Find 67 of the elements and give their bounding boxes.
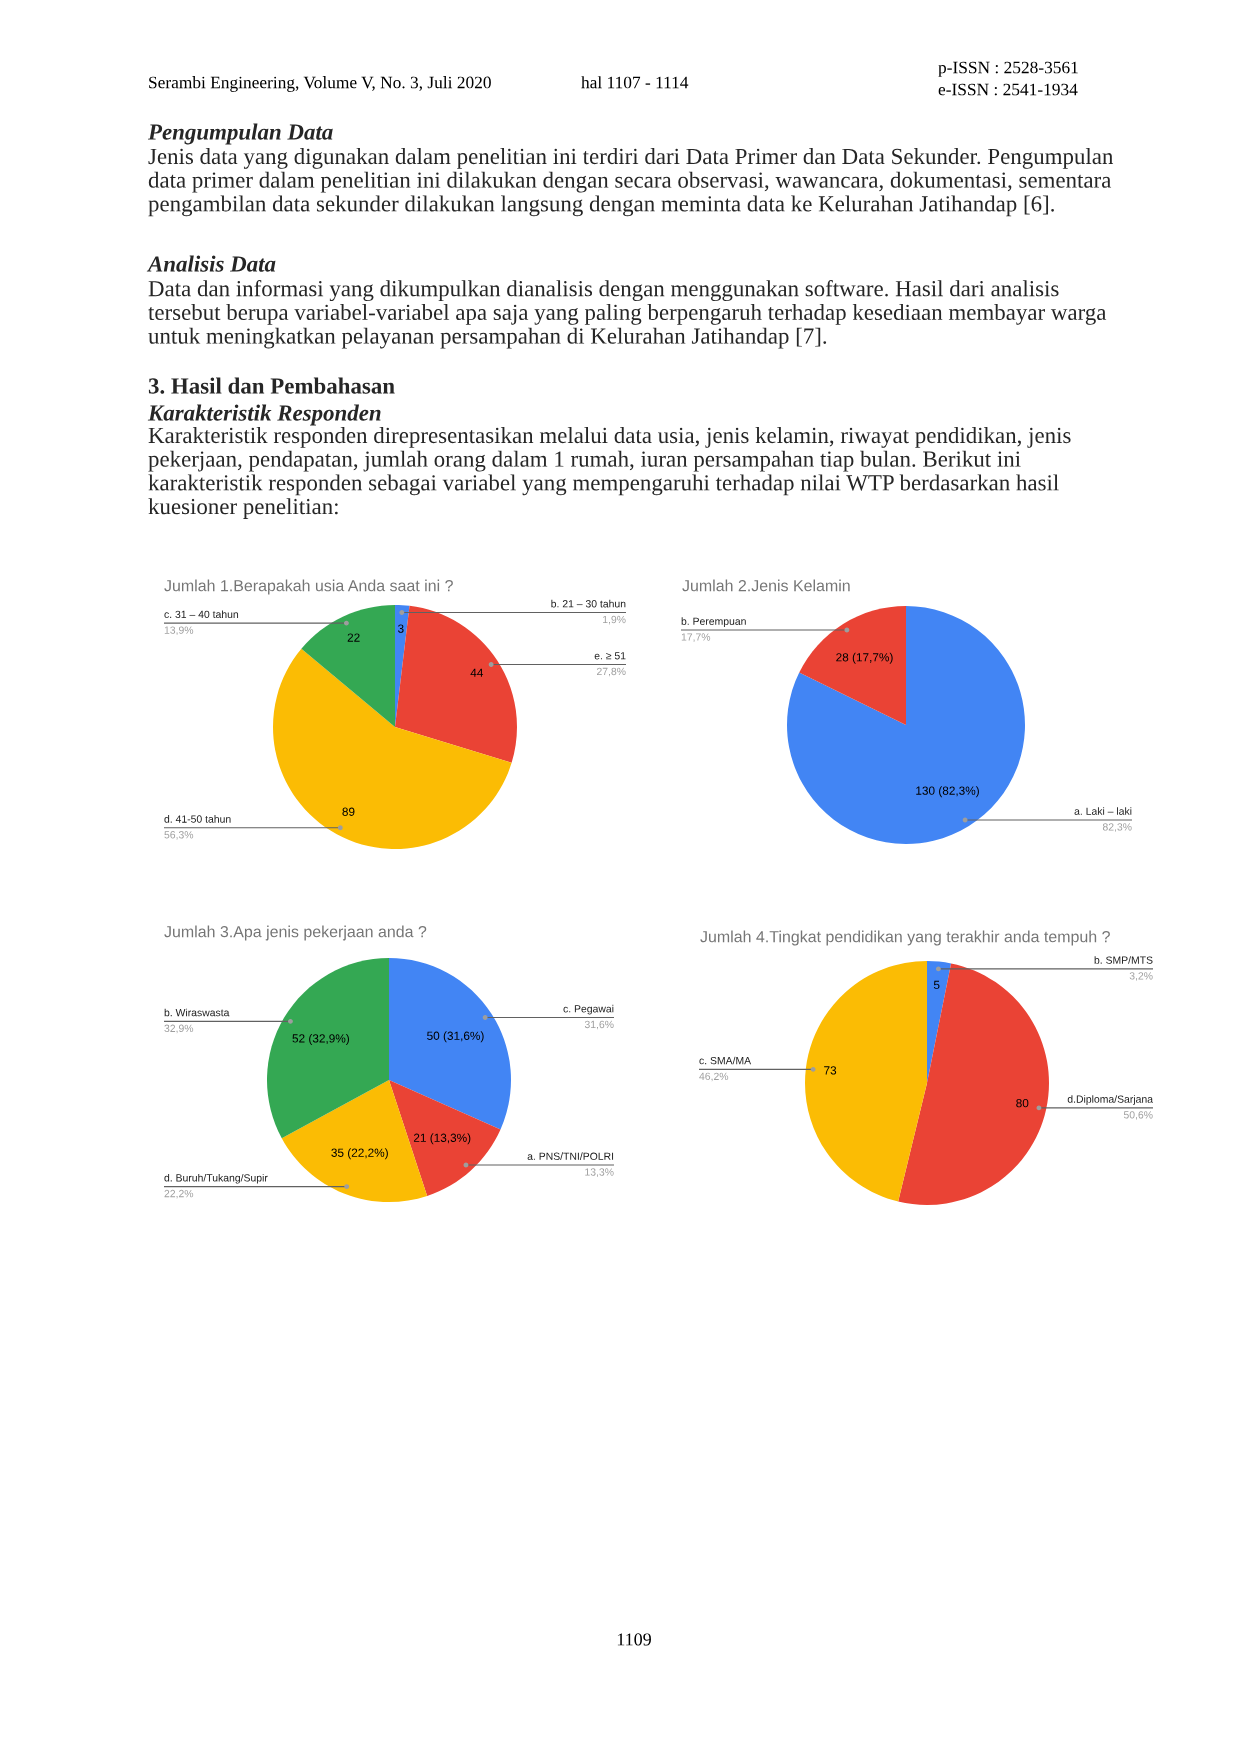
text: 13,9% [164,626,194,635]
text: 32,9% [164,1024,194,1034]
text: 27,8% [596,667,626,677]
text: hal 1107 - 1114 [581,76,689,89]
pie-slice [281,1080,428,1202]
slice-label: b. 21 – 30 tahun [551,599,626,608]
pie-slice [389,1080,501,1196]
chart-title: Jumlah 3.Apa jenis pekerjaan anda ? [164,925,427,941]
slice-label: b. Wiraswasta [164,1008,230,1017]
pie-slice [389,958,511,1130]
text: 82,3% [1102,823,1132,832]
text: Data dan informasi yang dikumpulkan dianalisis dengan menggunakan software. Hasil dari analisis tersebut berupa variabel-variabel apa saja yang paling berpengaruh terhadap kesediaan membayar warga untuk meningkatkan pelayanan persampahan di Kelurahan Jatihandap [7]. [148,280,1107,349]
text: p-ISSN : 2528-3561 [938,61,1078,77]
text: 1109 [617,1633,651,1646]
text: Serambi Engineering, Volume V, No. 3, Juli 2020 [149,76,491,92]
text: 50,6% [1123,1111,1153,1120]
chart-title: Jumlah 1.Berapakah usia Anda saat ini ? [164,579,453,595]
data-label: 21 (13,3%) [413,1133,471,1145]
pie-slice [787,606,1025,844]
text: 13,3% [585,1168,614,1177]
slice-label: b. Perempuan [681,617,746,628]
chart-title: Jumlah 2.Jenis Kelamin [682,579,850,592]
text: 3. Hasil dan Pembahasan [148,377,395,394]
pie-slice [799,606,906,725]
data-label: 35 (22,2%) [331,1148,388,1160]
text: 46,2% [699,1072,729,1082]
slice-label: a. Laki – laki [1074,807,1132,815]
pie-slice [805,961,927,1202]
data-label: 50 (31,6%) [427,1031,484,1043]
pie-slice [927,961,952,1083]
text: Karakteristik responden direpresentasikan melalui data usia, jenis kelamin, riwayat pendidikan, jenis pekerjaan, pendapatan, jumlah orang dalam 1 rumah, iuran persampahan tiap bulan. Berikut ini karakteristik responden sebagai variabel yang mempengaruhi terhadap nilai WTP berdasarkan hasil kuesioner penelitian: [148,427,1071,519]
data-label: 22 [347,633,360,642]
text: 3,2% [1129,972,1153,981]
text: Pengumpulan Data [147,123,333,145]
pie-slice [273,648,512,849]
data-label: 52 (32,9%) [292,1033,349,1045]
pie-slice [267,958,389,1139]
slice-label: b. SMP/MTS [1094,956,1153,964]
text: e-ISSN : 2541-1934 [938,83,1078,96]
data-label: 73 [824,1066,837,1075]
text: 1,9% [603,615,626,625]
slice-label: c. SMA/MA [699,1056,752,1065]
data-label: 80 [1016,1098,1029,1108]
data-label: 44 [470,668,484,677]
pie-slice [301,605,395,727]
text: Analisis Data [146,255,276,272]
text: Jenis data yang digunakan dalam penelitian ini terdiri dari Data Primer dan Data Sekunder. Pengumpulan data primer dalam penelitian ini dilakukan dengan secara observasi, wawancara, dokumentasi, sementara pengambilan data sekunder dilakukan langsung dengan meminta data ke Kelurahan Jatihandap [6]. [148,148,1114,217]
slice-label: d. Buruh/Tukang/Supir [164,1173,268,1184]
data-label: 89 [342,807,355,816]
data-label: 3 [397,624,404,633]
slice-label: a. PNS/TNI/POLRI [527,1152,614,1160]
data-label: 130 (82,3%) [916,786,979,798]
text: 31,6% [584,1020,614,1030]
pie-slice [395,605,517,763]
slice-label: d.Diploma/Sarjana [1067,1095,1153,1105]
text: 56,3% [164,831,194,840]
slice-label: c. Pegawai [563,1004,614,1015]
pie-slice [898,963,1049,1205]
data-label: 5 [933,980,940,990]
data-label: 28 (17,7%) [836,652,893,664]
text: 22,2% [164,1189,194,1199]
slice-label: c. 31 – 40 tahun [164,610,239,619]
slice-label: d. 41-50 tahun [164,815,231,823]
text: Karakteristik Responden [147,404,381,426]
chart-title: Jumlah 4.Tingkat pendidikan yang terakhir anda tempuh ? [700,930,1110,946]
text: 17,7% [681,633,711,642]
slice-label: e. ≥ 51 [594,652,626,660]
